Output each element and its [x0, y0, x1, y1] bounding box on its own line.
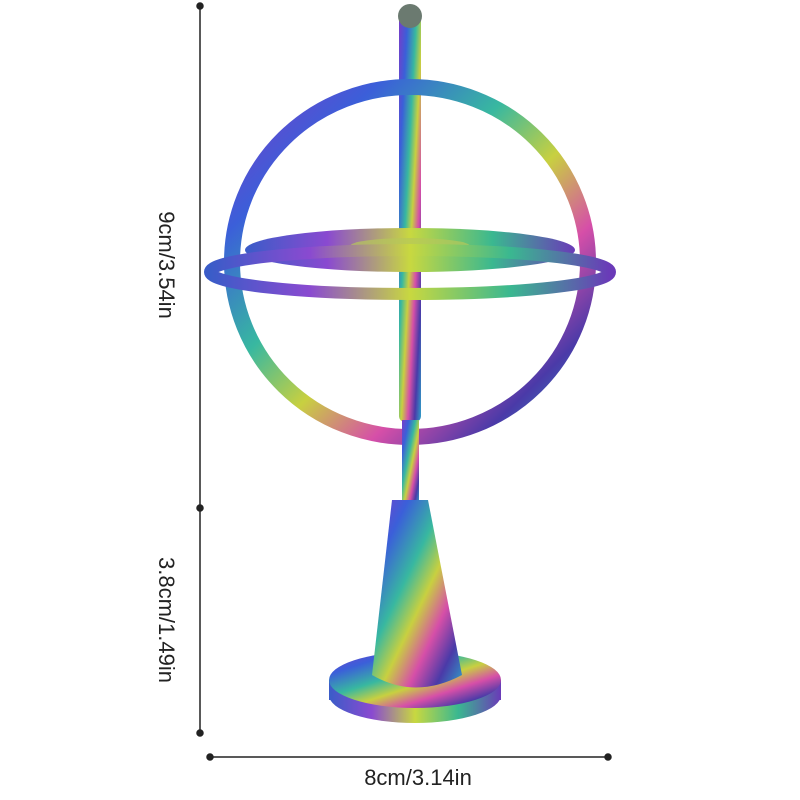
width-label: 8cm/3.14in — [364, 765, 472, 790]
dimension-lines — [196, 2, 612, 761]
base-height-label: 3.8cm/1.49in — [154, 557, 179, 683]
gyroscope — [204, 4, 616, 723]
height-label: 9cm/3.54in — [154, 211, 179, 319]
